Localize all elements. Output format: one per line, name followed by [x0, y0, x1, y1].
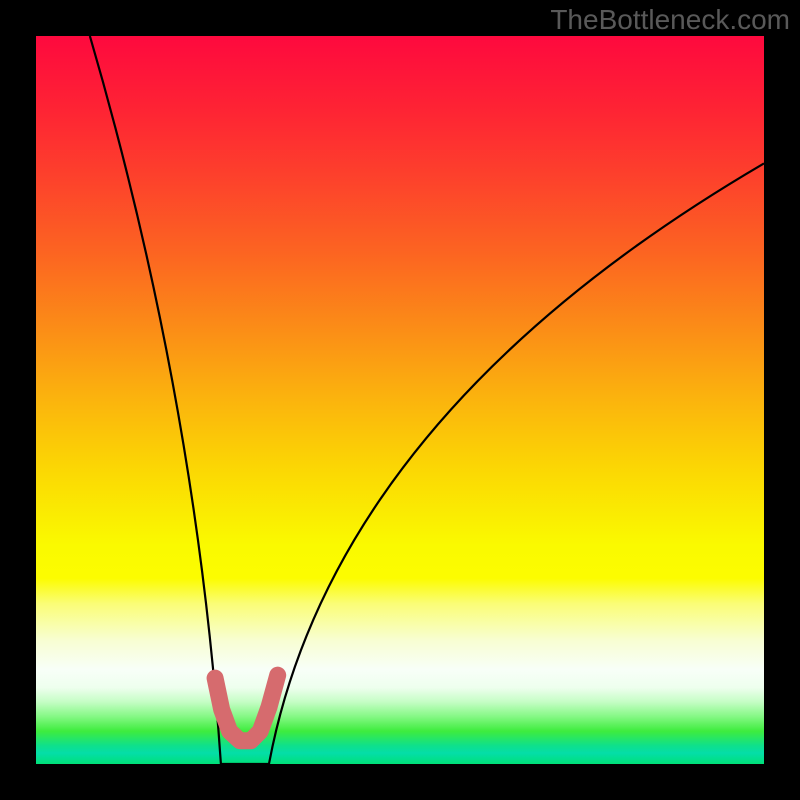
- gradient-background: [36, 36, 764, 764]
- bottleneck-curve-chart: [36, 36, 764, 764]
- watermark-text: TheBottleneck.com: [550, 4, 790, 36]
- plot-area: [36, 36, 764, 764]
- chart-frame: TheBottleneck.com: [0, 0, 800, 800]
